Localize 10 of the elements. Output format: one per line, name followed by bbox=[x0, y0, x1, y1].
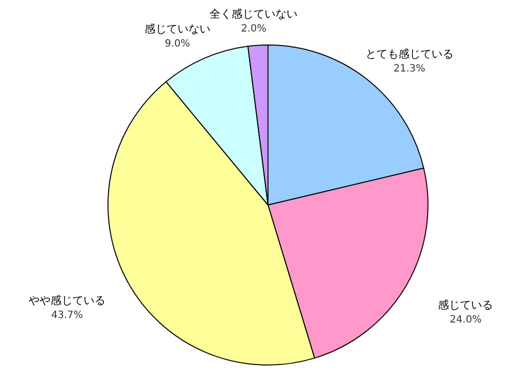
slice-label: とても感じている bbox=[365, 48, 454, 61]
slice-label: 全く感じていない bbox=[210, 7, 298, 20]
data-label: 9.0% bbox=[164, 38, 190, 50]
data-label: 43.7% bbox=[51, 310, 84, 322]
slice-label: 感じている bbox=[438, 298, 494, 312]
slice-label: やや感じている bbox=[28, 294, 106, 308]
slice-label: 感じていない bbox=[144, 22, 210, 36]
data-label: 21.3% bbox=[394, 64, 426, 75]
data-label: 2.0% bbox=[240, 23, 266, 34]
data-label: 24.0% bbox=[450, 314, 482, 326]
